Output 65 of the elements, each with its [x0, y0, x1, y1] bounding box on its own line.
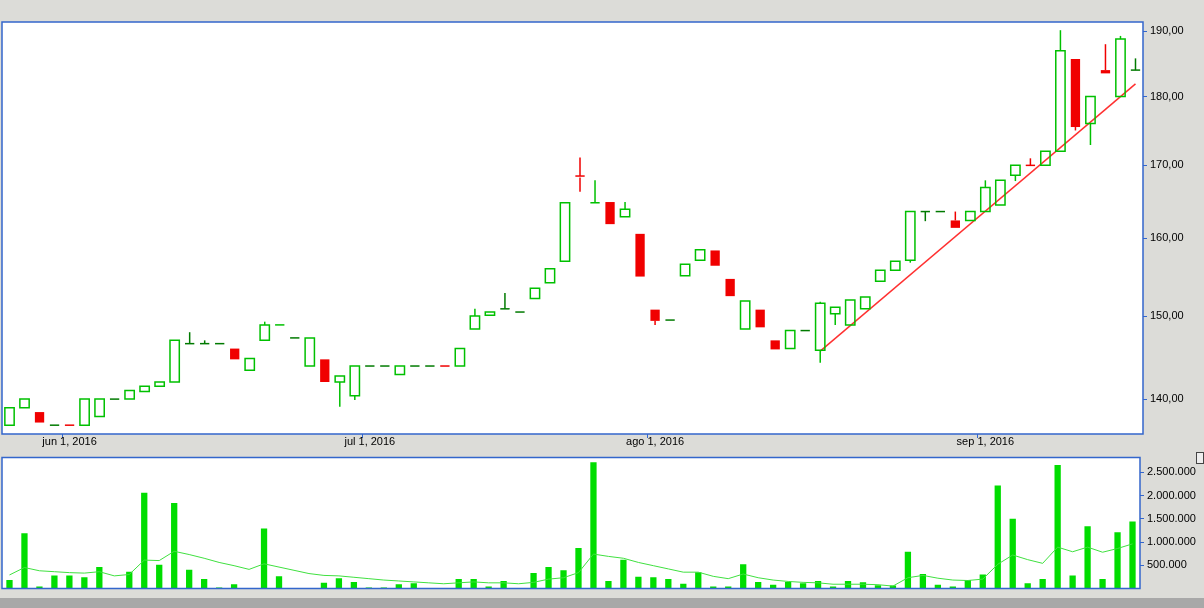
bar — [650, 577, 657, 589]
candlestick — [349, 365, 361, 401]
candlestick — [1085, 95, 1096, 146]
bar — [410, 583, 417, 589]
candlestick — [619, 201, 631, 218]
y-tick-label: 160,00 — [1150, 231, 1184, 244]
candlestick — [589, 179, 601, 204]
y-tick-label: 1.000.000 — [1147, 535, 1196, 548]
y-tick-label: 2.500.000 — [1147, 465, 1196, 478]
x-tick-label: sep 1, 2016 — [956, 434, 1015, 447]
bar — [904, 551, 912, 589]
bar — [141, 492, 148, 589]
bar — [1129, 521, 1136, 589]
bar — [186, 569, 193, 589]
bar — [395, 584, 402, 589]
x-tick-label: ago 1, 2016 — [626, 434, 685, 447]
y-tick-label: 140,00 — [1150, 392, 1184, 405]
bar — [51, 575, 58, 589]
bar — [1009, 518, 1016, 589]
bar — [530, 573, 537, 589]
bar — [665, 579, 672, 589]
candlestick — [499, 292, 511, 310]
bar — [66, 575, 73, 589]
bar — [156, 564, 163, 589]
bar — [230, 584, 238, 589]
bar — [1024, 583, 1031, 589]
bar — [335, 578, 343, 589]
y-tick-label: 1.500.000 — [1147, 511, 1196, 524]
candlestick — [650, 309, 660, 326]
bar — [1114, 532, 1121, 589]
bar — [171, 503, 178, 589]
y-tick-label: 2.000.000 — [1147, 488, 1196, 501]
bar — [545, 567, 552, 589]
bar — [1054, 465, 1061, 589]
x-tick-label: jun 1, 2016 — [41, 434, 97, 447]
bar — [994, 485, 1001, 589]
candlestick — [814, 300, 826, 364]
candlestick — [1055, 29, 1066, 153]
bar — [260, 528, 268, 589]
candlestick — [469, 308, 481, 330]
bar — [275, 576, 283, 589]
candlestick — [334, 375, 346, 408]
candlestick — [829, 306, 841, 326]
y-tick-label: 150,00 — [1150, 309, 1184, 322]
bar — [635, 576, 642, 589]
bar — [575, 548, 582, 589]
bar — [605, 580, 612, 589]
x-tick-label: jul 1, 2016 — [343, 434, 396, 447]
bar — [590, 462, 597, 589]
y-tick-label: 180,00 — [1150, 89, 1184, 102]
bar — [1069, 575, 1076, 589]
bar — [1099, 579, 1106, 589]
candlestick — [1100, 43, 1111, 74]
bar — [799, 583, 807, 589]
bar — [620, 559, 627, 589]
y-tick-label: 190,00 — [1150, 24, 1184, 37]
bar — [6, 580, 13, 589]
bar — [201, 579, 208, 589]
bar — [21, 533, 28, 589]
bar — [1084, 526, 1091, 589]
y-tick-label: 500.000 — [1147, 558, 1187, 571]
bar — [81, 577, 88, 589]
bar — [1039, 579, 1046, 589]
y-tick-label: 170,00 — [1150, 158, 1184, 171]
bar — [560, 570, 567, 589]
